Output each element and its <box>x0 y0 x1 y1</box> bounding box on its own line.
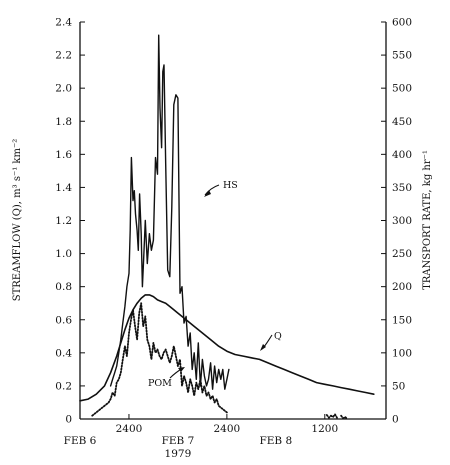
y-axis-right-label: TRANSPORT RATE, kg hr⁻¹ <box>422 150 433 290</box>
y-right-tick-label: 150 <box>392 314 412 326</box>
y-left-tick-label: 0.4 <box>55 347 72 359</box>
y-left-tick-label: 1.8 <box>55 116 72 128</box>
series-fragment-4-line <box>340 414 349 420</box>
y-right-tick-label: 250 <box>392 248 412 260</box>
annotation-pom: POM <box>148 378 172 389</box>
x-tick-label: 2400 <box>116 423 143 435</box>
y-right-tick-label: 50 <box>392 380 405 392</box>
series-fragment-3-line <box>325 413 338 419</box>
y-left-tick-label: 2.2 <box>55 50 72 62</box>
y-left-tick-label: 1.0 <box>55 248 72 260</box>
y-right-tick-label: 450 <box>392 116 412 128</box>
series-q-line <box>79 294 375 402</box>
y-right-tick-label: 600 <box>392 17 412 29</box>
y-right-tick-label: 200 <box>392 281 412 293</box>
x-day-label: FEB 6 <box>64 435 97 447</box>
y-left-tick-label: 0.2 <box>55 380 72 392</box>
y-right-tick-label: 100 <box>392 347 412 359</box>
y-right-tick-label: 0 <box>392 414 399 426</box>
annotation-hs-arrowhead <box>204 190 211 197</box>
y-left-tick-label: 1.4 <box>55 182 72 194</box>
y-right-tick-label: 350 <box>392 182 412 194</box>
annotation-hs-leader <box>204 184 220 196</box>
plot-frame-layer <box>79 22 387 420</box>
y-axis-left-label: STREAMFLOW (Q), m³ s⁻¹ km⁻² <box>12 139 23 302</box>
tick-layer: 0 0.2 0.4 0.6 0.8 1.0 1.2 1.4 1.6 1.8 2.0 2.2 2.4 0 50… <box>55 17 412 461</box>
series-hs-line <box>109 34 230 390</box>
x-year-label: 1979 <box>165 448 192 460</box>
y-right-tick-label: 500 <box>392 83 412 95</box>
annotation-hs: HS <box>223 180 238 191</box>
annotation-q-arrowhead <box>260 344 266 351</box>
y-left-tick-label: 2.4 <box>55 17 72 29</box>
x-tick-label: 2400 <box>214 423 241 435</box>
y-left-tick-label: 0.8 <box>55 281 72 293</box>
y-left-tick-label: 0.6 <box>55 314 72 326</box>
x-day-label: FEB 7 <box>162 435 195 447</box>
y-right-tick-label: 400 <box>392 149 412 161</box>
series-pom-line <box>91 302 228 417</box>
annotation-pom-arrowhead <box>178 367 185 372</box>
x-tick-label: 1200 <box>311 423 338 435</box>
y-left-tick-label: 1.6 <box>55 149 72 161</box>
y-left-tick-label: 1.2 <box>55 215 72 227</box>
y-left-tick-label: 0 <box>65 414 72 426</box>
y-right-tick-label: 550 <box>392 50 412 62</box>
y-right-tick-label: 300 <box>392 215 412 227</box>
x-day-label: FEB 8 <box>259 435 292 447</box>
annotation-q: Q <box>274 331 282 342</box>
series-layer <box>79 34 375 420</box>
y-left-tick-label: 2.0 <box>55 83 72 95</box>
